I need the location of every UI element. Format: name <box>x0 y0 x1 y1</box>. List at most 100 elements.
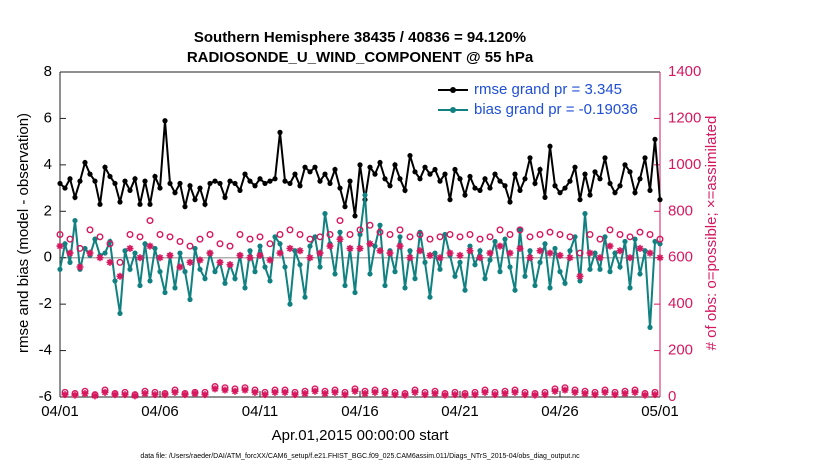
assimilated-marker <box>621 390 629 398</box>
series-point <box>587 192 593 198</box>
assimilated-marker <box>656 254 664 262</box>
series-point <box>182 204 188 210</box>
series-point <box>247 178 253 184</box>
y2-axis-label: # of obs: o=possible; ×=assimilated <box>703 116 720 351</box>
possible-marker <box>476 235 484 243</box>
series-point <box>482 176 488 182</box>
series-point <box>232 276 238 282</box>
series-point <box>532 282 538 289</box>
assimilated-marker <box>246 254 254 262</box>
series-point <box>607 269 613 275</box>
chart-subtitle: RADIOSONDE_U_WIND_COMPONENT @ 55 hPa <box>187 49 534 66</box>
series-point <box>72 217 78 224</box>
assimilated-marker <box>486 249 494 257</box>
assimilated-marker <box>166 251 174 259</box>
series-point <box>327 180 333 187</box>
footnote: data file: /Users/raeder/DAI/ATM_forcXX/… <box>140 453 580 460</box>
x-tick-label: 04/06 <box>141 403 179 420</box>
possible-marker <box>456 233 464 241</box>
series-point <box>87 171 93 177</box>
possible-marker <box>226 242 234 250</box>
assimilated-marker <box>61 391 69 399</box>
series-point <box>522 176 528 182</box>
y-tick-label: -6 <box>39 388 52 405</box>
assimilated-marker <box>271 388 279 396</box>
assimilated-marker <box>366 240 374 248</box>
series-point <box>602 234 608 240</box>
assimilated-marker <box>81 390 89 398</box>
assimilated-marker <box>601 388 609 396</box>
series-point <box>502 183 508 189</box>
legend-label: bias grand pr = -0.19036 <box>474 101 638 118</box>
series-point <box>642 155 648 161</box>
series-point <box>527 248 533 254</box>
series-point <box>627 169 633 175</box>
y-axis-label: rmse and bias (model - observation) <box>15 113 32 353</box>
assimilated-marker <box>151 391 159 399</box>
assimilated-marker <box>406 254 414 262</box>
series-point <box>297 262 303 268</box>
assimilated-marker <box>426 251 434 259</box>
series-point <box>507 264 513 270</box>
series-point <box>177 250 183 256</box>
possible-marker <box>186 242 194 250</box>
series-point <box>352 289 358 296</box>
series-point <box>377 159 383 166</box>
series-point <box>617 183 623 189</box>
y2-tick-label: 400 <box>668 295 693 312</box>
assimilated-marker <box>371 388 379 396</box>
assimilated-marker <box>381 390 389 398</box>
possible-marker <box>396 226 404 234</box>
series-point <box>637 176 643 182</box>
series-point <box>247 248 253 254</box>
series-point <box>142 241 148 247</box>
assimilated-marker <box>76 263 84 271</box>
series-point <box>127 266 133 272</box>
assimilated-marker <box>581 390 589 398</box>
series-point <box>132 176 138 182</box>
series-point <box>152 245 158 252</box>
series-point <box>582 171 588 177</box>
possible-marker <box>86 226 94 234</box>
series-point <box>262 264 268 270</box>
y-tick-label: 8 <box>44 63 52 80</box>
series-point <box>567 248 573 254</box>
series-point <box>127 187 133 193</box>
series-point <box>82 159 88 166</box>
assimilated-marker <box>101 388 109 396</box>
series-point <box>182 269 188 275</box>
assimilated-marker <box>266 256 274 264</box>
series-point <box>192 245 198 252</box>
series-point <box>122 178 128 184</box>
assimilated-marker <box>331 388 339 396</box>
assimilated-marker <box>71 391 79 399</box>
series-point <box>522 273 528 279</box>
series-point <box>567 178 573 184</box>
possible-marker <box>136 233 144 241</box>
series-point <box>562 280 568 286</box>
assimilated-marker <box>631 388 639 396</box>
series-point <box>117 310 123 317</box>
series-point <box>282 264 288 270</box>
series-point <box>202 201 208 207</box>
series-point <box>167 180 173 187</box>
legend-marker <box>450 107 456 113</box>
series-point <box>117 199 123 205</box>
possible-marker <box>466 230 474 238</box>
series-point <box>92 178 98 184</box>
y2-tick-label: 200 <box>668 342 693 359</box>
assimilated-marker <box>126 244 134 252</box>
series-point <box>272 176 278 182</box>
assimilated-marker <box>461 391 469 399</box>
assimilated-marker <box>376 247 384 255</box>
assimilated-marker <box>436 254 444 262</box>
possible-marker <box>246 235 254 243</box>
series-point <box>427 171 433 177</box>
series-point <box>417 176 423 182</box>
series-point <box>317 264 323 270</box>
series-point <box>177 180 183 187</box>
y-tick-label: 2 <box>44 202 52 219</box>
possible-marker <box>56 230 64 238</box>
series-point <box>597 266 603 272</box>
series-point <box>77 178 83 184</box>
